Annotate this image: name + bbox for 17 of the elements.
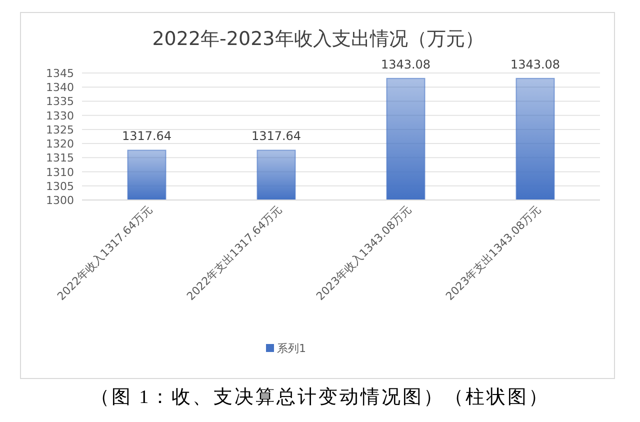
data-label: 1317.64 <box>122 129 172 144</box>
y-tick-label: 1325 <box>46 123 74 136</box>
y-tick-label: 1310 <box>46 166 74 179</box>
y-tick-label: 1340 <box>46 81 74 94</box>
y-tick-label: 1305 <box>46 180 74 193</box>
y-tick-label: 1315 <box>46 152 74 165</box>
legend-label: 系列1 <box>277 342 306 355</box>
y-tick-label: 1320 <box>46 138 74 151</box>
data-label: 1317.64 <box>251 129 302 144</box>
text: （图 1：收、支决算总计变动情况图）（柱状图） <box>90 386 550 408</box>
y-tick-label: 1300 <box>46 194 74 207</box>
y-tick-label: 1345 <box>46 67 74 80</box>
data-label: 1343.08 <box>380 57 431 72</box>
y-tick-label: 1335 <box>46 95 74 108</box>
data-label: 1343.08 <box>510 57 560 72</box>
chart-title: 2022年-2023年收入支出情况（万元） <box>152 28 484 50</box>
y-tick-label: 1330 <box>46 109 74 122</box>
